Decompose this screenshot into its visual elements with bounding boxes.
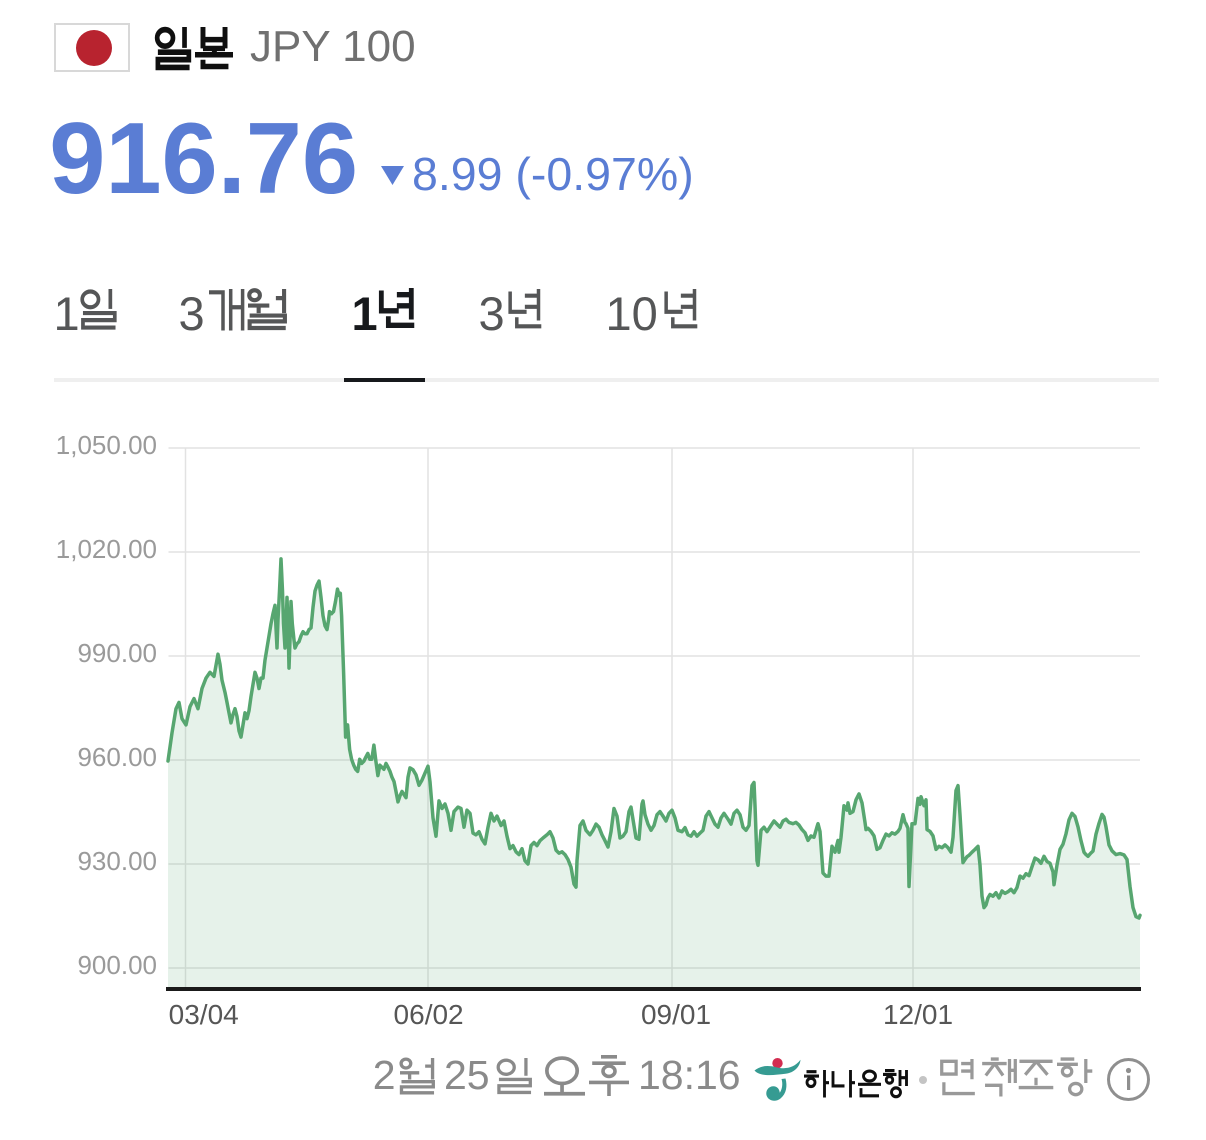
svg-text:1,050.00: 1,050.00 — [56, 430, 157, 460]
svg-text:03/04: 03/04 — [169, 999, 239, 1030]
svg-text:930.00: 930.00 — [77, 846, 157, 876]
svg-text:990.00: 990.00 — [77, 638, 157, 668]
svg-text:1,020.00: 1,020.00 — [56, 534, 157, 564]
svg-text:900.00: 900.00 — [77, 950, 157, 980]
svg-text:12/01: 12/01 — [883, 999, 953, 1030]
svg-text:06/02: 06/02 — [394, 999, 464, 1030]
svg-text:960.00: 960.00 — [77, 742, 157, 772]
svg-text:09/01: 09/01 — [641, 999, 711, 1030]
